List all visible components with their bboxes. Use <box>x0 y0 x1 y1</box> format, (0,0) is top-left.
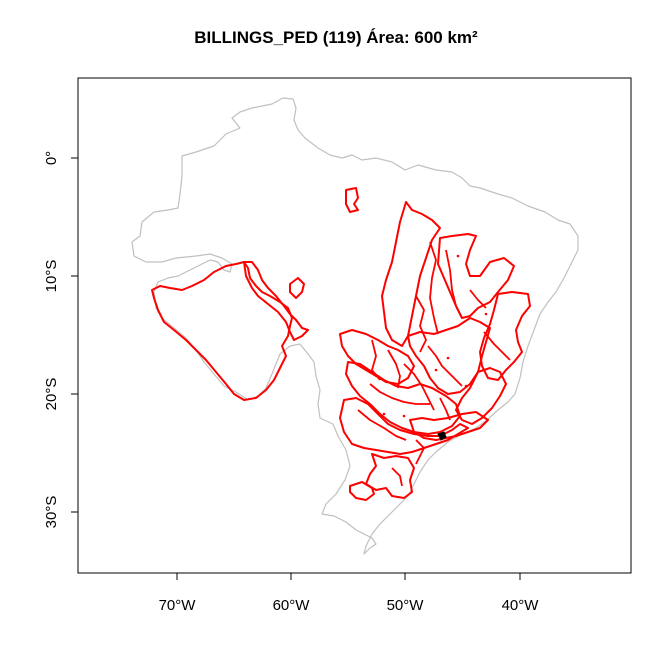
billings-highlight <box>437 431 447 441</box>
basin-small-north <box>289 277 305 299</box>
basin-uruguay <box>365 453 415 499</box>
basin-sao-francisco <box>407 317 491 395</box>
basin-parana-north <box>339 329 415 385</box>
basin-east-coast <box>479 291 531 381</box>
brazil-outline <box>131 97 579 555</box>
basin-south-west <box>349 481 375 501</box>
y-tick-label: 30°S <box>43 496 60 529</box>
x-tick-label: 60°W <box>273 597 311 614</box>
y-tick-label: 20°S <box>43 378 60 411</box>
basin-northwest <box>151 261 293 401</box>
basin-islet <box>345 187 359 213</box>
basin-east-south <box>455 367 507 425</box>
basin-parana-south <box>339 397 469 455</box>
map-title: BILLINGS_PED (119) Área: 600 km² <box>194 28 478 47</box>
basin-coastal-sp <box>409 411 489 441</box>
sub-basin-divides <box>357 241 511 487</box>
y-axis <box>71 157 79 513</box>
x-tick-label: 50°W <box>387 597 425 614</box>
small-basins <box>382 254 488 418</box>
x-axis <box>176 572 521 580</box>
basin-tocantins <box>381 201 441 347</box>
x-tick-label: 70°W <box>159 597 197 614</box>
y-tick-label: 0° <box>43 151 60 165</box>
basin-north-east <box>437 233 515 319</box>
basin-parana-center <box>345 361 461 435</box>
basin-northwest-east <box>243 261 309 341</box>
plot-frame <box>77 77 632 574</box>
y-tick-label: 10°S <box>43 260 60 293</box>
x-tick-label: 40°W <box>502 597 540 614</box>
